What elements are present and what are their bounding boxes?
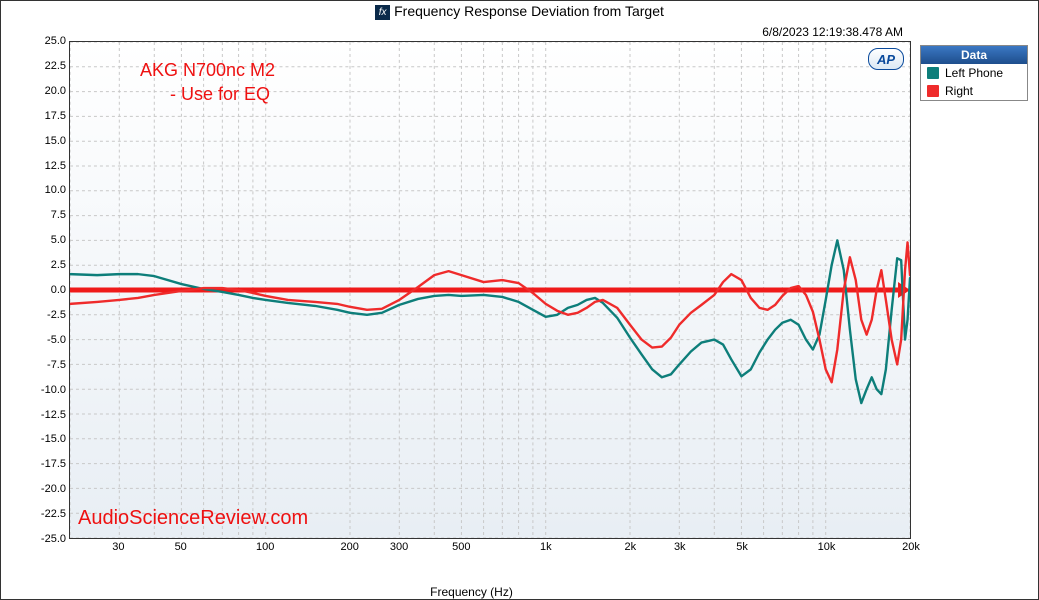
x-tick: 100 [256,541,274,553]
legend-label: Left Phone [945,66,1003,80]
x-tick: 300 [390,541,408,553]
x-tick: 5k [736,541,748,553]
annotation-line-2: - Use for EQ [170,84,270,105]
y-tick: -12.5 [32,409,66,421]
x-tick: 1k [540,541,552,553]
y-tick: 20.0 [32,85,66,97]
y-tick: -10.0 [32,384,66,396]
plot-area: AP AKG N700nc M2 - Use for EQ AudioScien… [69,41,911,539]
y-tick: 5.0 [32,234,66,246]
ap-logo: AP [868,48,904,70]
x-tick: 20k [902,541,920,553]
legend-swatch [927,85,939,97]
x-tick: 2k [625,541,637,553]
x-tick: 200 [340,541,358,553]
legend-label: Right [945,84,973,98]
y-tick: -5.0 [32,334,66,346]
y-tick: 17.5 [32,110,66,122]
y-tick: 2.5 [32,259,66,271]
x-axis-label: Frequency (Hz) [430,585,513,599]
x-tick: 50 [175,541,187,553]
chart-title: Frequency Response Deviation from Target [394,3,664,19]
x-tick: 500 [452,541,470,553]
y-tick: 7.5 [32,209,66,221]
y-tick: 22.5 [32,60,66,72]
y-tick: -17.5 [32,458,66,470]
y-tick: -22.5 [32,508,66,520]
x-tick: 10k [818,541,836,553]
y-tick: 25.0 [32,35,66,47]
chart-svg [70,42,910,538]
legend: Data Left Phone Right [920,45,1028,101]
y-tick: 12.5 [32,160,66,172]
timestamp: 6/8/2023 12:19:38.478 AM [762,25,903,39]
annotation-line-1: AKG N700nc M2 [140,60,275,81]
legend-item: Left Phone [921,64,1027,82]
ap-logo-text: AP [877,52,895,67]
x-tick: 3k [674,541,686,553]
legend-swatch [927,67,939,79]
legend-items: Left Phone Right [921,64,1027,100]
y-tick: -7.5 [32,359,66,371]
legend-header: Data [921,46,1027,64]
plot-wrapper: RMS Level ⁃ Smooth (dB) Frequency (Hz) -… [29,41,914,561]
y-tick: 10.0 [32,184,66,196]
y-tick: -20.0 [32,483,66,495]
y-tick: -25.0 [32,533,66,545]
fx-icon: fx [375,5,390,20]
x-tick: 30 [112,541,124,553]
y-tick: -2.5 [32,309,66,321]
y-tick: 15.0 [32,135,66,147]
y-tick: 0.0 [32,284,66,296]
watermark: AudioScienceReview.com [78,507,308,530]
legend-item: Right [921,82,1027,100]
chart-title-bar: fx Frequency Response Deviation from Targ… [1,1,1038,25]
y-tick: -15.0 [32,433,66,445]
